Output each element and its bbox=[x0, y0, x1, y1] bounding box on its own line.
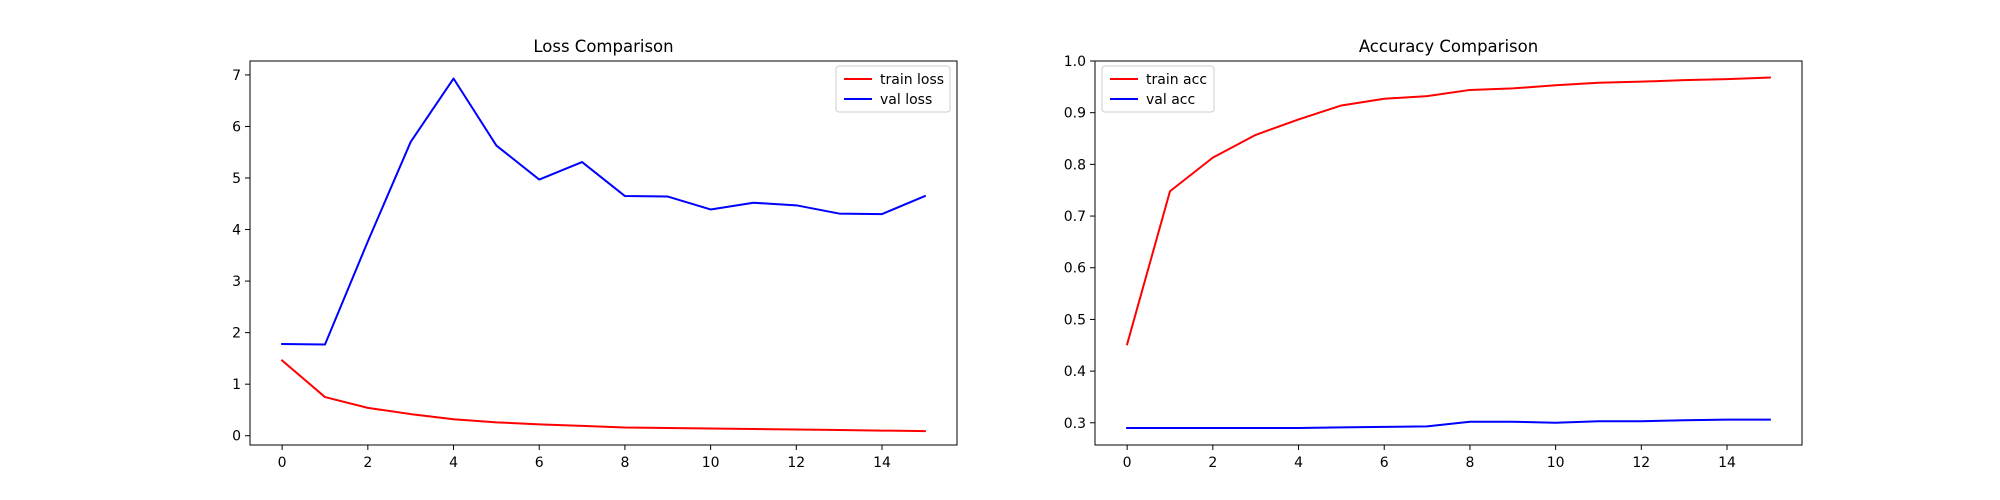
series-line-val-loss bbox=[281, 77, 927, 346]
x-tick-label: 10 bbox=[702, 455, 720, 471]
x-tick-label: 2 bbox=[363, 455, 372, 471]
y-tick-label: 0.7 bbox=[1064, 209, 1086, 225]
y-tick-label: 0.3 bbox=[1064, 416, 1086, 432]
axes-frame bbox=[1094, 60, 1803, 446]
legend-label: train acc bbox=[1146, 72, 1207, 88]
x-tick-label: 12 bbox=[787, 455, 805, 471]
x-tick-label: 10 bbox=[1547, 455, 1565, 471]
y-tick-label: 0.6 bbox=[1064, 261, 1086, 277]
x-tick-label: 8 bbox=[1465, 455, 1474, 471]
y-tick-label: 4 bbox=[232, 223, 241, 239]
chart-title: Loss Comparison bbox=[533, 37, 673, 56]
series-line-train-acc bbox=[1125, 76, 1771, 346]
x-tick-label: 12 bbox=[1632, 455, 1650, 471]
x-tick-label: 6 bbox=[1380, 455, 1389, 471]
y-tick-label: 7 bbox=[232, 68, 241, 84]
legend-label: train loss bbox=[880, 72, 944, 88]
y-tick-label: 6 bbox=[232, 119, 241, 135]
y-tick-label: 1.0 bbox=[1064, 54, 1086, 70]
chart-1: Accuracy Comparison 0 2 4 6 8 10 12 14 0.3 0.4 0.5 0… bbox=[1064, 37, 1803, 471]
legend: train loss val loss bbox=[835, 65, 951, 113]
legend-label: val acc bbox=[1146, 92, 1195, 108]
chart-title: Accuracy Comparison bbox=[1359, 37, 1538, 56]
y-tick-label: 0.9 bbox=[1064, 106, 1086, 122]
y-tick-label: 0.5 bbox=[1064, 312, 1086, 328]
y-tick-label: 3 bbox=[232, 274, 241, 290]
x-tick-label: 4 bbox=[449, 455, 458, 471]
x-tick-label: 4 bbox=[1294, 455, 1303, 471]
x-tick-label: 14 bbox=[873, 455, 891, 471]
series-line-train-loss bbox=[280, 359, 926, 433]
axes-frame bbox=[249, 60, 958, 446]
x-tick-label: 2 bbox=[1208, 455, 1217, 471]
y-tick-label: 2 bbox=[232, 326, 241, 342]
y-tick-label: 5 bbox=[232, 171, 241, 187]
legend-label: val loss bbox=[880, 92, 932, 108]
legend-box bbox=[1101, 65, 1215, 113]
x-tick-label: 0 bbox=[278, 455, 287, 471]
x-tick-label: 8 bbox=[620, 455, 629, 471]
y-tick-label: 1 bbox=[232, 377, 241, 393]
x-tick-label: 0 bbox=[1123, 455, 1132, 471]
x-tick-label: 14 bbox=[1718, 455, 1736, 471]
legend-box bbox=[835, 65, 951, 113]
y-tick-label: 0.8 bbox=[1064, 157, 1086, 173]
y-tick-label: 0.4 bbox=[1064, 364, 1086, 380]
x-tick-label: 6 bbox=[535, 455, 544, 471]
series-line-val-acc bbox=[1126, 418, 1771, 429]
y-tick-label: 0 bbox=[232, 429, 241, 445]
legend: train acc val acc bbox=[1101, 65, 1215, 113]
